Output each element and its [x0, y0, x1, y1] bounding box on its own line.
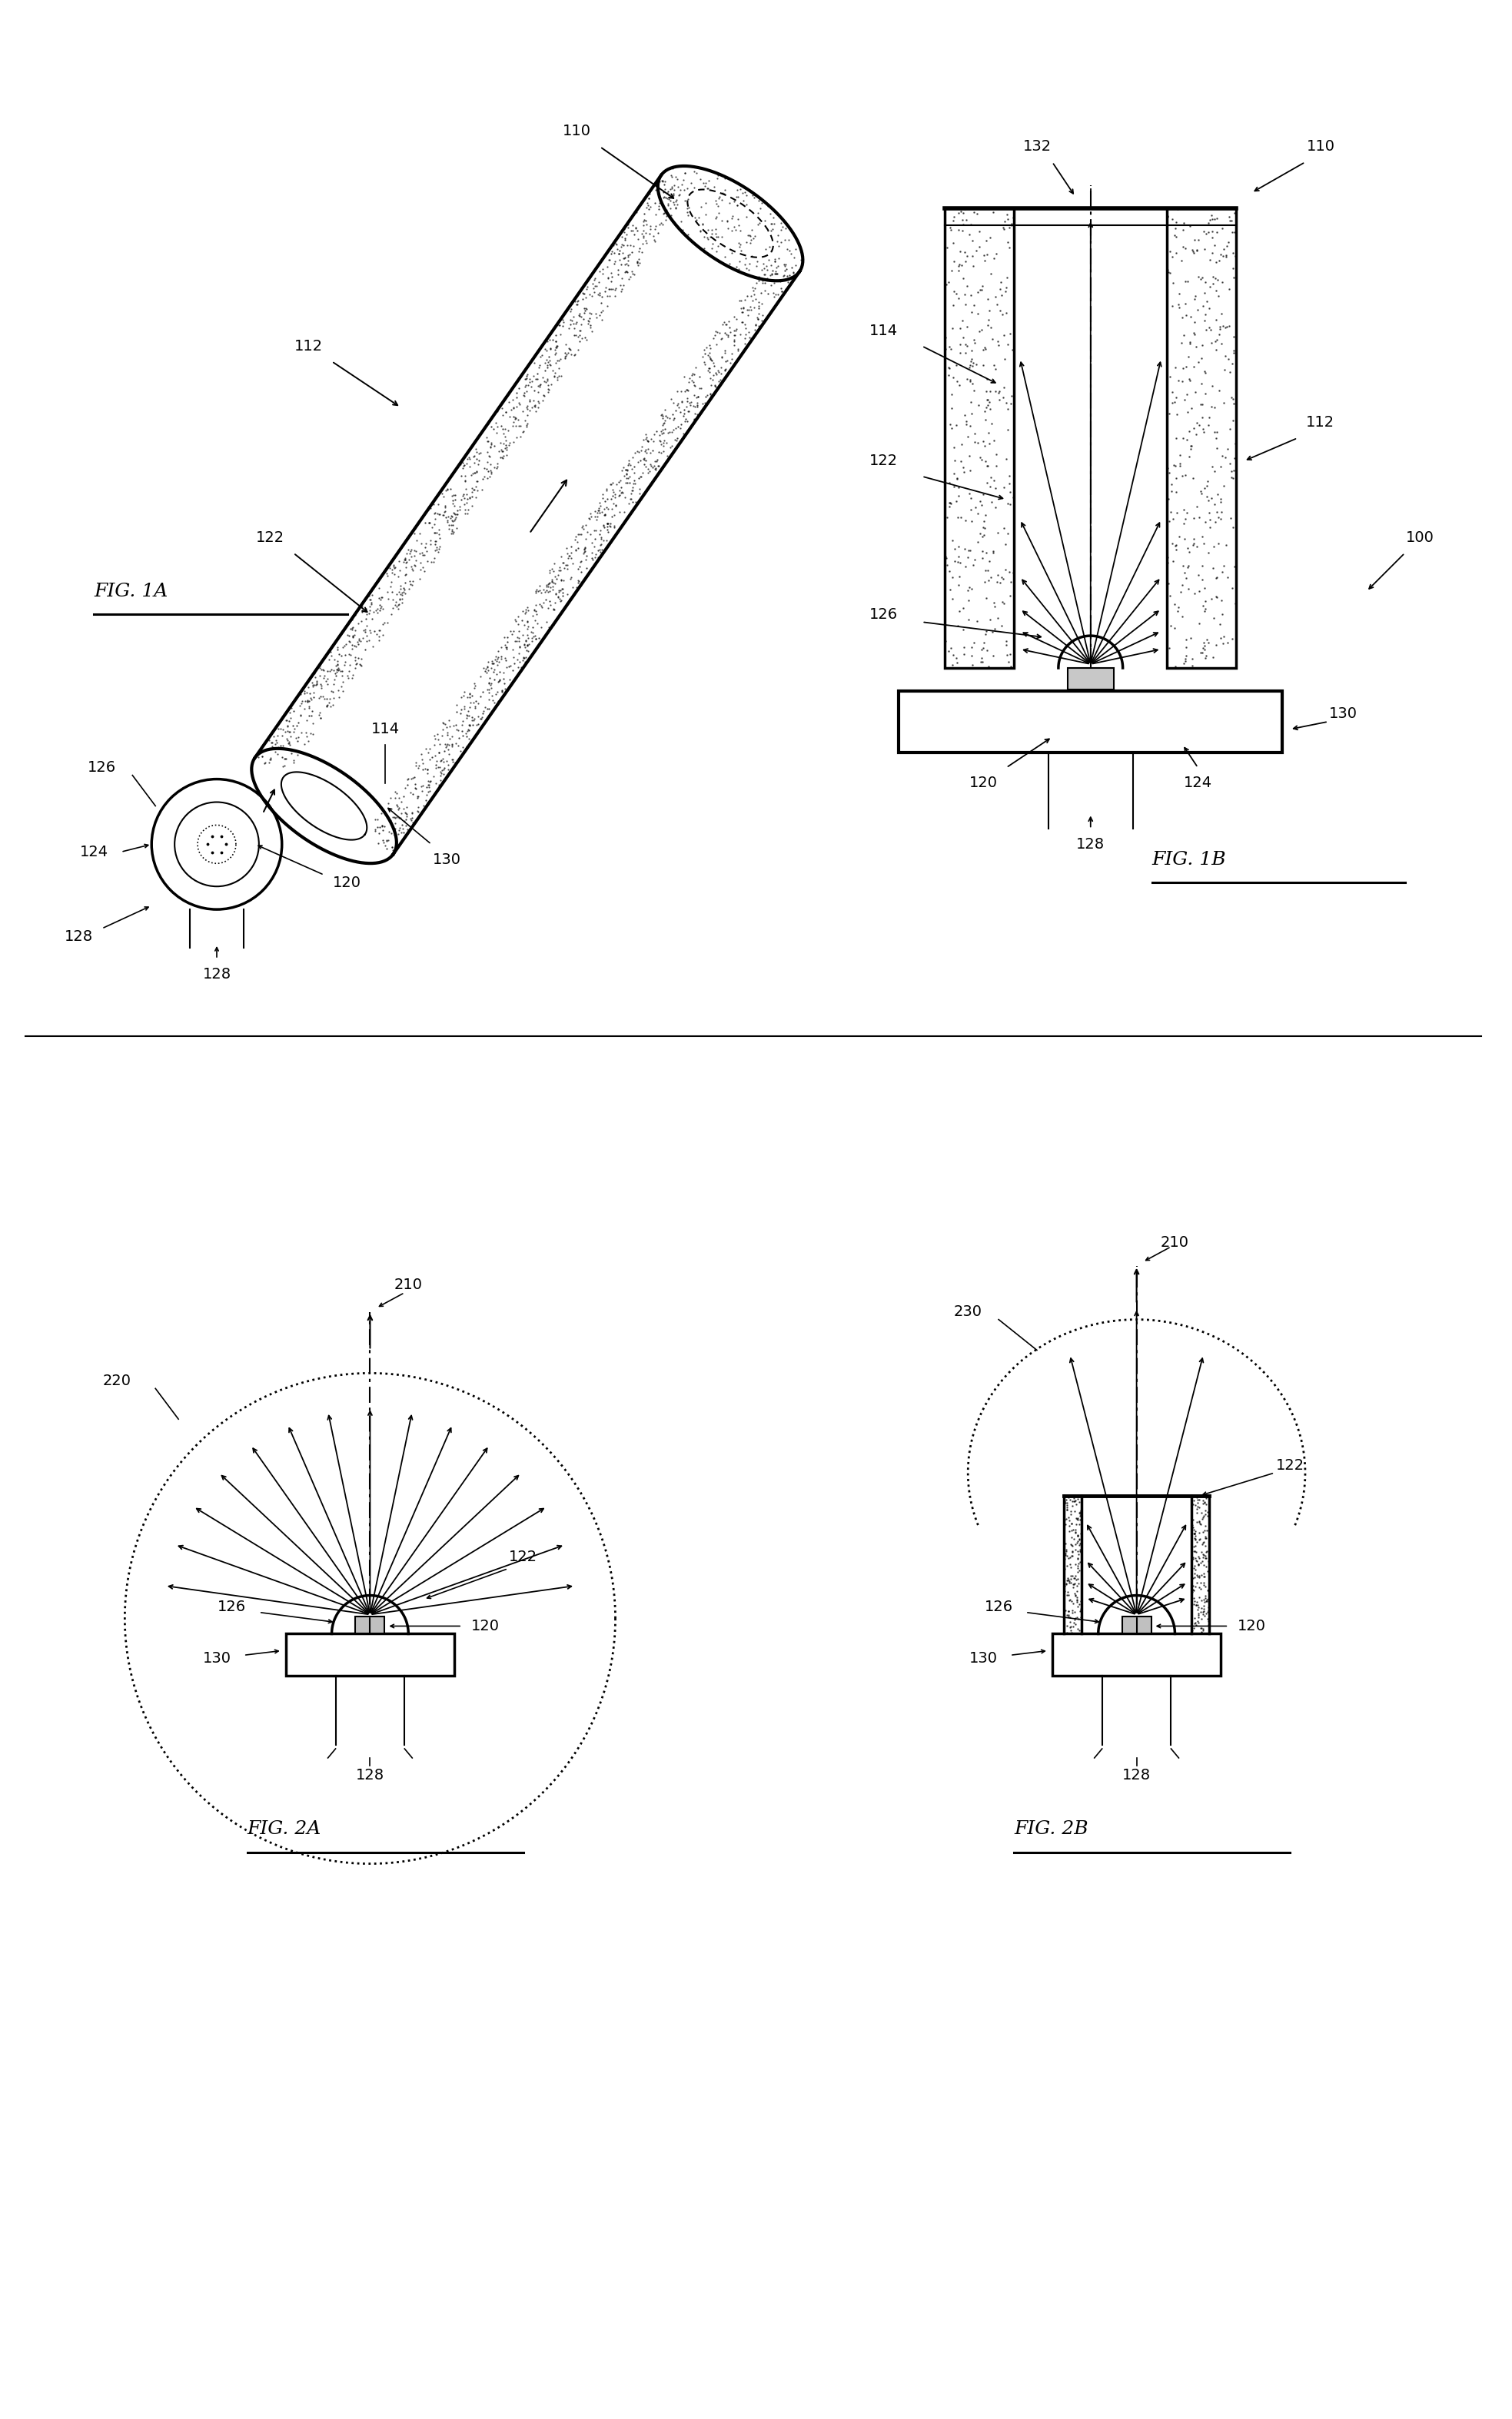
Text: 128: 128 — [1077, 837, 1105, 851]
Text: 130: 130 — [432, 851, 461, 866]
Text: 210: 210 — [395, 1277, 423, 1292]
Text: 110: 110 — [562, 123, 591, 138]
Text: 120: 120 — [969, 776, 998, 791]
Text: FIG. 1A: FIG. 1A — [94, 583, 168, 600]
Text: 100: 100 — [1406, 530, 1435, 544]
Bar — [1122, 1616, 1151, 1633]
Bar — [1167, 208, 1237, 668]
Text: 122: 122 — [869, 455, 898, 469]
Text: 220: 220 — [103, 1374, 132, 1389]
Bar — [1052, 1633, 1220, 1676]
Text: 122: 122 — [510, 1551, 538, 1565]
Text: 128: 128 — [355, 1768, 384, 1783]
Text: FIG. 2B: FIG. 2B — [1015, 1822, 1089, 1838]
Text: 114: 114 — [869, 324, 898, 339]
Text: 122: 122 — [1276, 1459, 1305, 1473]
Text: 112: 112 — [1306, 416, 1335, 431]
Text: 132: 132 — [1022, 140, 1051, 155]
Text: 130: 130 — [969, 1652, 998, 1667]
Text: 128: 128 — [203, 968, 231, 982]
Text: 126: 126 — [984, 1599, 1013, 1613]
Bar — [286, 1633, 455, 1676]
Bar — [900, 692, 1282, 752]
Text: 120: 120 — [1237, 1618, 1266, 1633]
Text: 128: 128 — [65, 929, 94, 943]
Text: 110: 110 — [1306, 140, 1335, 155]
Text: 230: 230 — [954, 1304, 983, 1318]
Bar — [1067, 668, 1113, 689]
Text: 210: 210 — [1161, 1236, 1188, 1251]
Text: 114: 114 — [370, 721, 399, 738]
Bar — [945, 208, 1015, 668]
Text: 126: 126 — [869, 607, 898, 622]
Text: 120: 120 — [470, 1618, 499, 1633]
Text: 120: 120 — [333, 876, 361, 890]
Text: 124: 124 — [1184, 776, 1213, 791]
Text: 130: 130 — [1329, 706, 1358, 721]
Text: 130: 130 — [203, 1652, 231, 1667]
Text: 126: 126 — [88, 760, 116, 774]
Text: 122: 122 — [256, 530, 284, 544]
Text: 124: 124 — [80, 844, 109, 859]
Text: 126: 126 — [218, 1599, 246, 1613]
Text: 112: 112 — [295, 339, 324, 353]
Text: FIG. 1B: FIG. 1B — [1152, 851, 1226, 868]
Text: FIG. 2A: FIG. 2A — [248, 1822, 322, 1838]
Text: 128: 128 — [1122, 1768, 1151, 1783]
Bar — [355, 1616, 384, 1633]
